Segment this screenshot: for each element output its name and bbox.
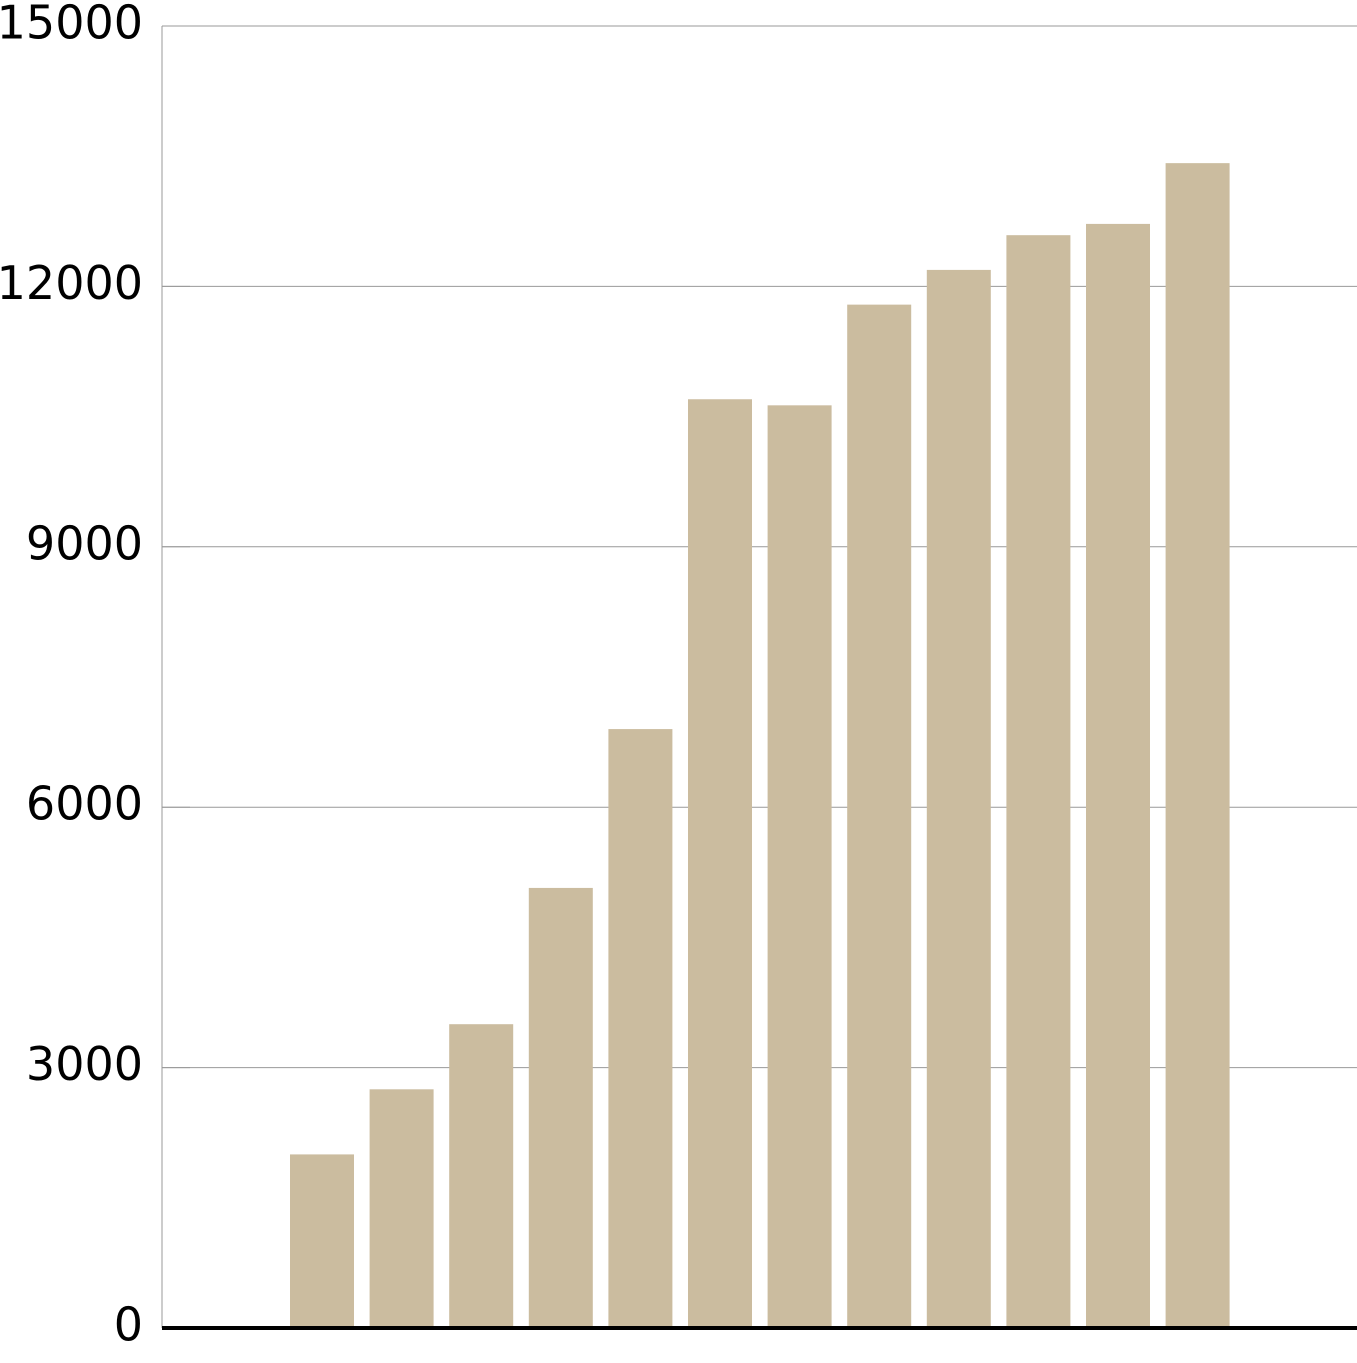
bar [688,399,752,1328]
y-tick-label: 0 [114,1298,143,1352]
bar [847,304,912,1328]
bar [290,1154,354,1328]
bar [926,269,991,1329]
y-tick-label: 12000 [0,256,143,310]
y-tick-label: 6000 [26,777,143,831]
bar [1006,235,1071,1329]
bar [449,1024,514,1328]
bar [1165,163,1230,1328]
bar [767,405,832,1328]
bar [369,1089,434,1328]
y-tick-label: 3000 [26,1037,143,1091]
bar [608,729,673,1328]
bar [1086,223,1150,1328]
y-tick-label: 9000 [26,516,143,570]
y-tick-label: 15000 [0,0,143,50]
bar [528,887,593,1328]
